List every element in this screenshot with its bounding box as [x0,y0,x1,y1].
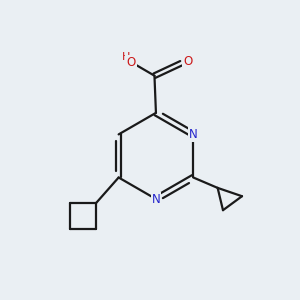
Text: O: O [183,55,192,68]
Text: N: N [152,193,160,206]
Text: H: H [122,52,131,62]
Text: N: N [189,128,198,141]
Text: O: O [126,56,136,69]
